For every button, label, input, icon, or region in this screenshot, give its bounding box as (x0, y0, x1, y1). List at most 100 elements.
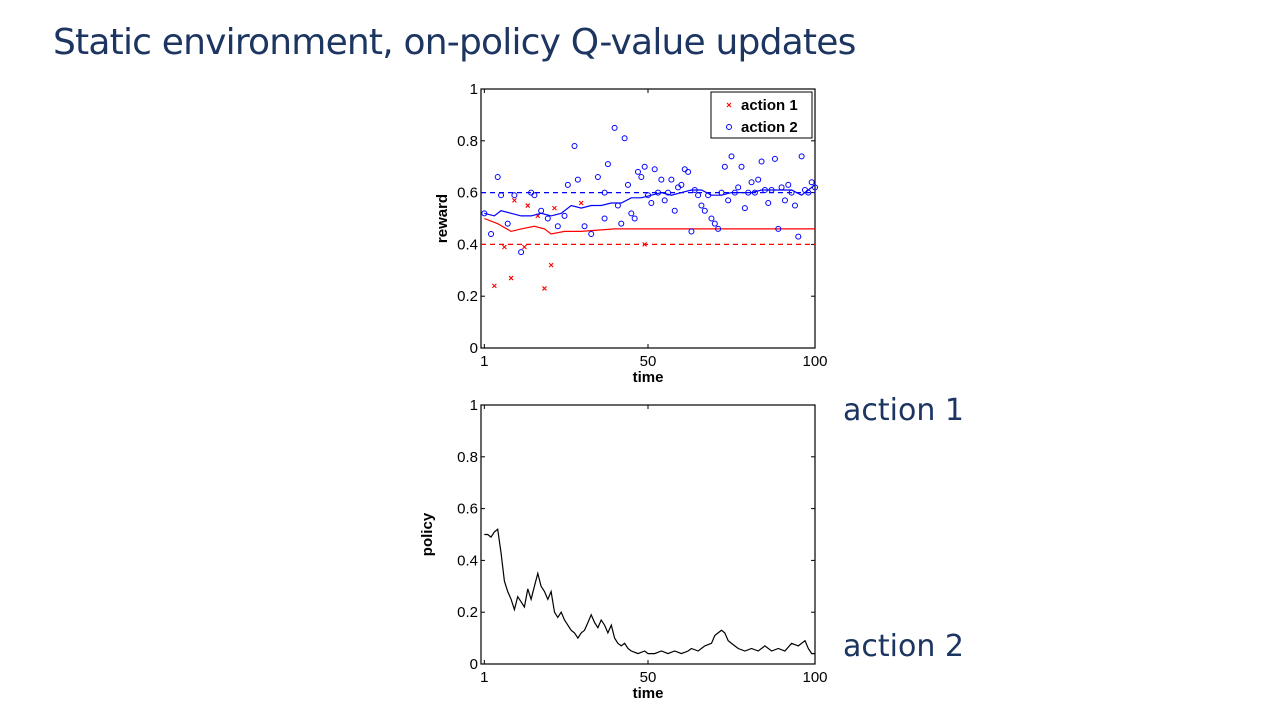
action1-point (501, 244, 507, 250)
policy-top-label: action 1 (843, 393, 964, 428)
action2-point (698, 202, 705, 209)
action2-point (725, 197, 732, 204)
action2-point (481, 210, 488, 217)
action2-point (791, 202, 798, 209)
action2-point (781, 197, 788, 204)
action2-point (631, 215, 638, 222)
action2-estimate-line (484, 184, 816, 217)
action2-point (564, 181, 571, 188)
action2-point (808, 179, 815, 186)
action1-estimate-line (484, 217, 815, 235)
action2-point (554, 223, 561, 230)
action2-point (594, 174, 601, 181)
policy-ytick-label: 0.8 (457, 449, 478, 466)
action2-point (601, 215, 608, 222)
action2-point (634, 168, 641, 175)
action2-point (624, 181, 631, 188)
action2-point (805, 189, 812, 196)
policy-xtick-label: 100 (802, 669, 827, 686)
policy-ytick-label: 0 (470, 656, 478, 673)
policy-line (484, 528, 815, 655)
reward-x-axis-label: time (633, 369, 664, 386)
legend-marker-action1 (726, 102, 732, 108)
action2-point (765, 199, 772, 206)
action2-point (658, 176, 665, 183)
action2-point (638, 174, 645, 181)
action1-point (525, 203, 531, 208)
legend-marker-action2 (726, 124, 732, 130)
action1-point (578, 200, 584, 206)
action1-point (512, 197, 517, 203)
policy-xtick-label: 50 (640, 669, 657, 686)
policy-y-axis-label: policy (419, 512, 436, 556)
reward-xtick-label: 50 (640, 353, 657, 370)
action2-point (641, 163, 648, 170)
action2-point (761, 187, 768, 194)
action2-point (812, 184, 818, 191)
action2-point (574, 176, 581, 183)
action2-point (561, 212, 568, 219)
reward-xtick-label: 100 (802, 353, 827, 370)
action2-point (604, 161, 611, 168)
action2-point (511, 192, 518, 199)
legend-label-action1: action 1 (741, 97, 798, 114)
legend-box (710, 91, 813, 139)
policy-x-axis-label: time (633, 685, 664, 702)
action1-point (491, 283, 497, 289)
action1-point (508, 275, 514, 281)
action2-point (621, 135, 628, 142)
action2-point (678, 181, 685, 188)
action2-point (755, 176, 762, 183)
action2-point (655, 189, 662, 196)
action2-point (618, 220, 625, 227)
action2-point (688, 228, 695, 235)
action2-point (735, 184, 742, 191)
action2-point (614, 202, 621, 209)
action2-point (711, 220, 718, 227)
legend-label-action2: action 2 (741, 119, 798, 136)
action2-point (738, 163, 745, 170)
action2-point (611, 124, 618, 131)
policy-chart: 1 50 100 0 0.2 0.4 0.6 0.8 1 time policy (419, 397, 828, 702)
policy-ytick-label: 0.2 (457, 604, 478, 621)
action2-point (771, 155, 778, 162)
action2-point (748, 179, 755, 186)
action2-point (695, 192, 702, 199)
reward-legend: action 1 action 2 (710, 91, 813, 139)
action2-point (788, 189, 795, 196)
policy-ytick-label: 0.4 (457, 552, 478, 569)
action2-point (581, 223, 588, 230)
action2-point (731, 189, 738, 196)
action2-point (488, 231, 495, 238)
action2-point (705, 192, 712, 199)
action2-point (668, 176, 675, 183)
action2-point (651, 166, 658, 173)
action2-point (721, 163, 728, 170)
action2-point (685, 168, 692, 175)
reward-ytick-label: 0.6 (457, 185, 478, 202)
reward-xtick-label: 1 (480, 353, 488, 370)
reward-ytick-label: 0.8 (457, 133, 478, 150)
action2-point (768, 187, 775, 194)
action2-point (798, 153, 805, 160)
action2-point (648, 199, 655, 206)
slide-title: Static environment, on-policy Q-value up… (53, 22, 856, 63)
action2-point (571, 142, 578, 149)
action2-point (665, 189, 672, 196)
action2-point (531, 192, 538, 199)
action1-point (548, 262, 554, 268)
action2-point (628, 210, 635, 217)
action2-point (518, 249, 525, 256)
action2-point (494, 174, 501, 181)
action2-point (708, 215, 715, 222)
action1-point (552, 205, 557, 211)
reward-y-axis-label: reward (434, 194, 451, 243)
reward-ytick-label: 0.2 (457, 288, 478, 305)
action2-point (801, 187, 808, 194)
action2-point (728, 153, 735, 160)
action2-point (775, 225, 782, 232)
action2-point (785, 181, 792, 188)
action2-point (741, 205, 748, 212)
